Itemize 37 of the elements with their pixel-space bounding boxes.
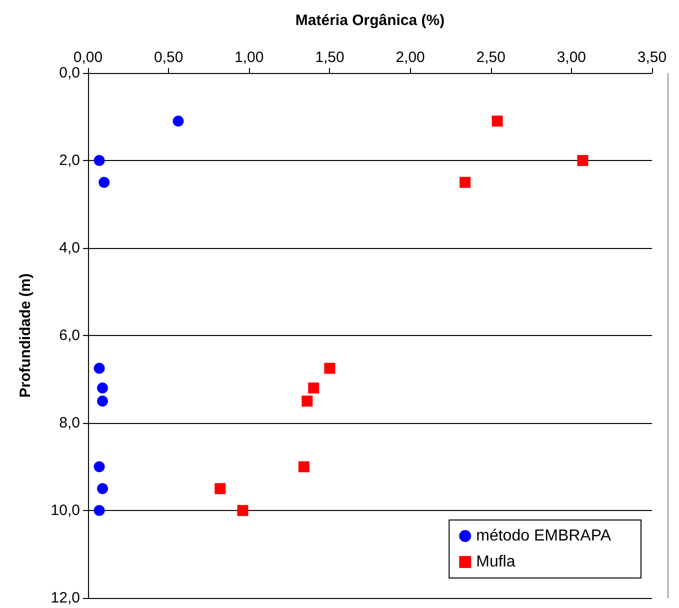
x-tick-label: 2,00 bbox=[396, 49, 425, 66]
x-tick-label: 3,50 bbox=[637, 49, 667, 66]
legend-label: método EMBRAPA bbox=[476, 528, 612, 544]
x-axis-title: Matéria Orgânica (%) bbox=[295, 12, 445, 29]
y-tick-label: 0,0 bbox=[59, 64, 80, 82]
y-tick-label: 10,0 bbox=[50, 502, 80, 519]
x-tick-label: 2,50 bbox=[476, 49, 506, 66]
y-tick-label: 12,0 bbox=[50, 590, 80, 606]
point bbox=[460, 176, 471, 188]
point bbox=[97, 382, 108, 394]
y-tick-label: 6,0 bbox=[59, 327, 80, 344]
point bbox=[214, 483, 226, 494]
x-tick-label: 1,00 bbox=[234, 49, 264, 66]
point bbox=[302, 396, 313, 407]
x-tick-label: 0,00 bbox=[73, 49, 103, 66]
point bbox=[94, 362, 105, 374]
x-tick-label: 0,50 bbox=[154, 49, 184, 66]
legend-label: Mufla bbox=[476, 554, 516, 570]
x-tick-label: 3,00 bbox=[556, 49, 586, 66]
point bbox=[94, 461, 105, 472]
y-axis-title: Profundidade (m) bbox=[17, 273, 34, 398]
point bbox=[94, 505, 105, 516]
point bbox=[94, 155, 105, 166]
point bbox=[308, 382, 320, 394]
point bbox=[298, 461, 310, 472]
point bbox=[98, 176, 110, 188]
point bbox=[97, 483, 108, 494]
y-tick-label: 4,0 bbox=[59, 240, 80, 256]
y-tick-label: 2,0 bbox=[59, 152, 80, 169]
y-tick-label: 8,0 bbox=[59, 414, 80, 432]
point bbox=[492, 116, 503, 127]
point bbox=[97, 396, 108, 407]
x-tick-label: 1,50 bbox=[315, 49, 344, 66]
point bbox=[324, 362, 336, 374]
point bbox=[577, 155, 588, 166]
point bbox=[237, 505, 248, 516]
point bbox=[172, 116, 184, 127]
